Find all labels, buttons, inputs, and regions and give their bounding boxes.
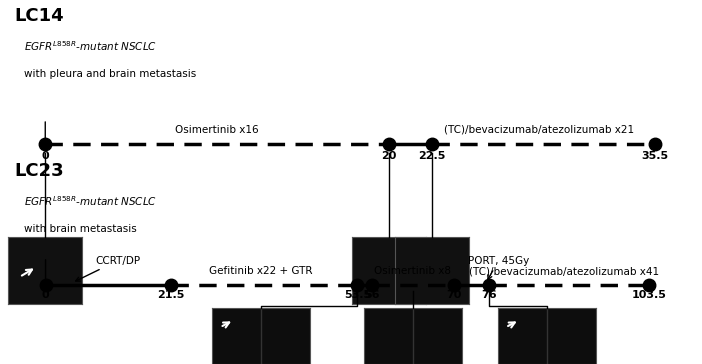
Text: 103.5: 103.5 [631, 290, 666, 300]
Text: Gefitinib x22 + GTR: Gefitinib x22 + GTR [209, 266, 313, 276]
Text: 0: 0 [41, 151, 49, 161]
Text: PORT, 45Gy: PORT, 45Gy [468, 256, 529, 279]
Text: with pleura and brain metastasis: with pleura and brain metastasis [24, 69, 196, 79]
Text: $EGFR^{L858R}$-mutant NSCLC: $EGFR^{L858R}$-mutant NSCLC [24, 194, 157, 208]
Text: (TC)/bevacizumab/atezolizumab x21: (TC)/bevacizumab/atezolizumab x21 [444, 125, 635, 135]
Text: Osimertinib x8: Osimertinib x8 [374, 266, 451, 276]
Text: LC14: LC14 [14, 7, 64, 25]
Text: Osimertinib x16: Osimertinib x16 [176, 125, 259, 135]
Text: 35.5: 35.5 [642, 151, 669, 161]
Text: CCRT/DP: CCRT/DP [76, 256, 140, 281]
Text: with brain metastasis: with brain metastasis [24, 225, 136, 234]
Text: $EGFR^{L858R}$-mutant NSCLC: $EGFR^{L858R}$-mutant NSCLC [24, 39, 157, 53]
Text: LC23: LC23 [14, 162, 64, 180]
Text: 20: 20 [381, 151, 397, 161]
Text: 53.5: 53.5 [344, 290, 371, 300]
Text: 56: 56 [364, 290, 380, 300]
Text: 22.5: 22.5 [418, 151, 446, 161]
Text: 0: 0 [41, 290, 49, 300]
Text: 70: 70 [446, 290, 461, 300]
Text: (TC)/bevacizumab/atezolizumab x41: (TC)/bevacizumab/atezolizumab x41 [470, 266, 659, 276]
Text: 76: 76 [481, 290, 496, 300]
Text: 21.5: 21.5 [157, 290, 185, 300]
